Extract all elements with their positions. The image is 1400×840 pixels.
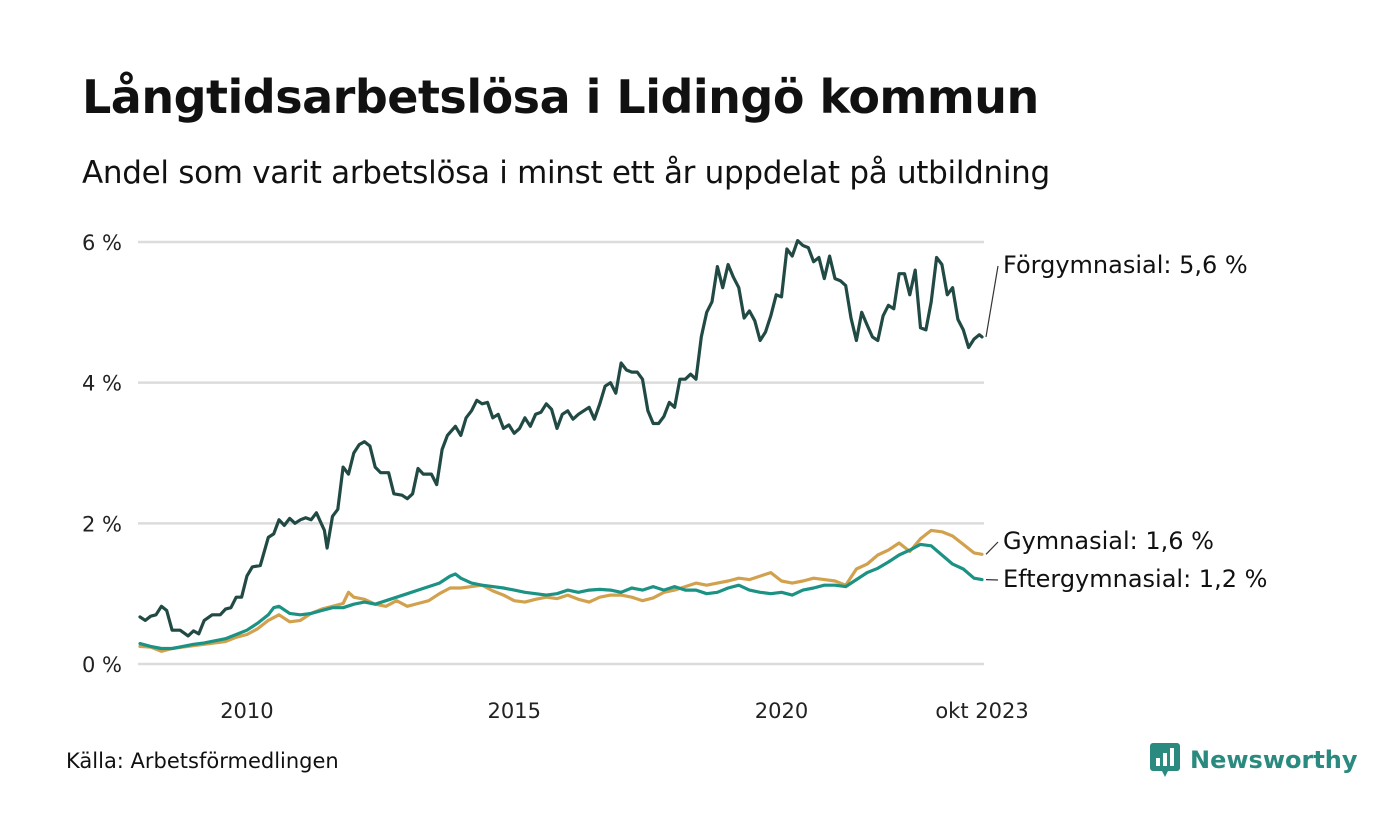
line-chart: 0 % 2 % 4 % 6 % 2010 2015 2020 okt 2023 Gymnas…: [82, 231, 1267, 723]
series-line-gymnasial: [138, 528, 984, 653]
brand: Newsworthy: [1150, 743, 1358, 777]
source-note: Källa: Arbetsförmedlingen: [66, 749, 339, 773]
chart-title: Långtidsarbetslösa i Lidingö kommun: [82, 70, 1039, 124]
newsworthy-logo-icon: [1150, 743, 1180, 777]
y-tick-label: 0 %: [82, 653, 122, 677]
y-axis: 0 % 2 % 4 % 6 %: [82, 231, 122, 677]
y-tick-label: 4 %: [82, 372, 122, 396]
end-label-connector: [985, 265, 999, 338]
chart-subtitle: Andel som varit arbetslösa i minst ett å…: [82, 155, 1050, 191]
x-tick-label: 2010: [220, 699, 273, 723]
x-tick-label: 2020: [755, 699, 808, 723]
brand-name: Newsworthy: [1190, 746, 1358, 774]
end-labels: Gymnasial: 1,6 % Eftergymnasial: 1,2 % För…: [985, 251, 1267, 593]
end-label-connector: [985, 541, 999, 555]
x-axis: 2010 2015 2020 okt 2023: [220, 699, 1028, 723]
x-tick-label: 2015: [487, 699, 540, 723]
series-layer: [138, 239, 984, 653]
x-tick-label: okt 2023: [935, 699, 1028, 723]
series-line-forgymnasial: [138, 239, 984, 638]
end-label-forgymnasial: Förgymnasial: 5,6 %: [1003, 251, 1248, 279]
end-label-eftergymnasial: Eftergymnasial: 1,2 %: [1003, 565, 1267, 593]
series-line-eftergymnasial: [138, 542, 984, 651]
grid-layer: [138, 240, 984, 666]
end-label-gymnasial: Gymnasial: 1,6 %: [1003, 527, 1214, 555]
y-tick-label: 2 %: [82, 512, 122, 536]
y-tick-label: 6 %: [82, 231, 122, 255]
